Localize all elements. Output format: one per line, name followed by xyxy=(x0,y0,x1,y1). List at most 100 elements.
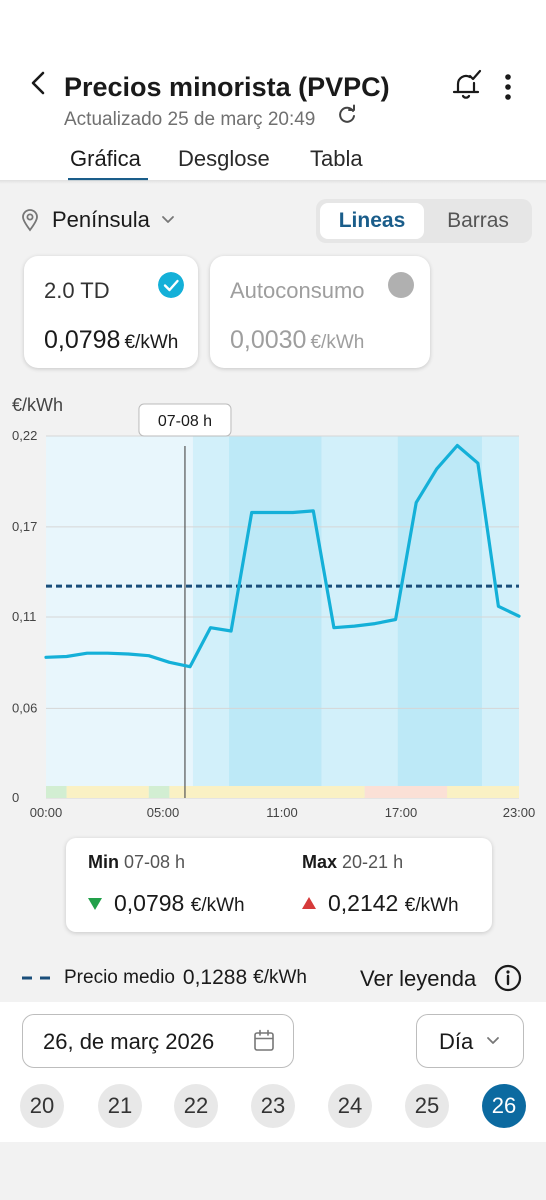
page-title: Precios minorista (PVPC) xyxy=(64,72,390,102)
day-chip[interactable]: 23 xyxy=(251,1084,295,1128)
tariff-price-value: 0,0030 xyxy=(230,326,307,354)
price-point xyxy=(271,511,274,514)
up-triangle-icon xyxy=(302,897,316,909)
price-point xyxy=(456,444,459,447)
dashed-line-icon xyxy=(22,976,52,980)
day-chip[interactable]: 21 xyxy=(98,1084,142,1128)
price-point xyxy=(312,509,315,513)
average-price-row: Precio medio 0,1288 €/kWh xyxy=(22,964,307,992)
bell-check-icon[interactable] xyxy=(450,68,484,102)
price-point xyxy=(517,614,521,618)
price-point xyxy=(414,501,418,504)
checkmark-icon xyxy=(158,272,184,298)
period-strip-segment xyxy=(169,786,365,798)
region-label: Península xyxy=(52,207,150,232)
tab-bar: Gráfica Desglose Tabla xyxy=(0,146,546,181)
period-strip-segment xyxy=(148,786,170,798)
x-tick-label: 23:00 xyxy=(503,805,536,820)
tariff-price: 0,0030 €/kWh xyxy=(230,326,364,355)
tariff-price-unit: €/kWh xyxy=(310,332,365,353)
x-tick-label: 11:00 xyxy=(266,805,298,820)
max-value: 0,2142 €/kWh xyxy=(328,890,459,916)
x-tick-label: 17:00 xyxy=(385,805,418,820)
period-dropdown[interactable]: Día xyxy=(416,1014,524,1068)
chart-type-toggle: Lineas Barras xyxy=(316,199,532,243)
price-point xyxy=(127,652,130,656)
period-strip-segment xyxy=(364,786,448,798)
price-point xyxy=(373,622,377,625)
day-chip[interactable]: 25 xyxy=(405,1084,449,1128)
price-line-chart[interactable]: 0 0,06 0,11 0,17 0,22 00:00 05:00 11:00 17:00 23:… xyxy=(0,384,546,824)
price-point xyxy=(332,626,336,629)
y-tick-label: 0,22 xyxy=(12,428,37,443)
ver-leyenda-link[interactable]: Ver leyenda xyxy=(360,966,477,991)
tab-grafica[interactable]: Gráfica xyxy=(70,146,141,171)
price-point xyxy=(435,467,438,471)
down-triangle-icon xyxy=(88,898,102,910)
more-vert-icon[interactable] xyxy=(496,70,520,104)
price-point xyxy=(168,661,171,664)
toggle-barras[interactable]: Barras xyxy=(447,209,509,232)
period-text: Día xyxy=(439,1029,474,1054)
price-point xyxy=(229,629,233,633)
price-point xyxy=(353,624,356,628)
tariff-price-unit: €/kWh xyxy=(124,332,179,353)
tariff-card-2td[interactable]: 2.0 TD 0,0798 €/kWh xyxy=(24,256,198,368)
tariff-name: 2.0 TD xyxy=(44,278,110,303)
active-tab-indicator xyxy=(68,178,148,181)
location-pin-icon xyxy=(22,209,38,232)
price-point xyxy=(188,665,192,668)
y-tick-label: 0,11 xyxy=(12,609,36,624)
toggle-lineas[interactable]: Lineas xyxy=(320,203,424,239)
unchecked-circle-icon xyxy=(388,272,414,298)
tab-tabla[interactable]: Tabla xyxy=(310,146,363,171)
period-strip-segment xyxy=(46,786,67,798)
price-point xyxy=(85,652,89,655)
header-divider xyxy=(0,180,546,184)
day-chip-selected[interactable]: 26 xyxy=(482,1084,526,1128)
region-selector[interactable]: Península xyxy=(20,204,176,236)
max-hour: 20-21 h xyxy=(342,852,404,872)
min-label: Min 07-08 h xyxy=(88,852,186,872)
min-hour: 07-08 h xyxy=(124,852,186,872)
info-icon[interactable] xyxy=(494,964,522,992)
refresh-icon[interactable] xyxy=(336,104,358,126)
tab-desglose[interactable]: Desglose xyxy=(178,146,270,171)
price-point xyxy=(106,652,109,655)
day-chip[interactable]: 22 xyxy=(174,1084,218,1128)
date-selector-panel: 26, de març 2026 Día 20 21 22 23 24 25 2… xyxy=(0,1002,546,1142)
price-point xyxy=(250,511,253,514)
price-point xyxy=(476,461,480,465)
price-point xyxy=(147,654,151,657)
price-series-line xyxy=(44,443,521,669)
y-tick-label: 0,06 xyxy=(12,700,37,715)
y-tick-label: 0 xyxy=(12,790,19,805)
date-text: 26, de març 2026 xyxy=(43,1029,215,1054)
price-point xyxy=(44,656,48,659)
chevron-down-icon xyxy=(161,216,174,223)
price-point xyxy=(291,511,294,514)
updated-timestamp: Actualizado 25 de març 20:49 xyxy=(64,109,316,130)
day-chip[interactable]: 24 xyxy=(328,1084,372,1128)
average-unit: €/kWh xyxy=(253,967,307,988)
average-label: Precio medio xyxy=(64,967,175,988)
tariff-name: Autoconsumo xyxy=(230,278,365,303)
y-axis-unit: €/kWh xyxy=(12,395,64,415)
hour-tooltip xyxy=(138,403,232,437)
day-chip[interactable]: 20 xyxy=(20,1084,64,1128)
x-tick-label: 05:00 xyxy=(147,805,180,820)
min-value: 0,0798 €/kWh xyxy=(114,890,245,916)
chevron-down-icon xyxy=(487,1037,499,1044)
tariff-price-value: 0,0798 xyxy=(44,326,121,354)
price-point xyxy=(65,655,68,658)
min-max-card: Min 07-08 h 0,0798 €/kWh Max 20-21 h 0,2… xyxy=(66,838,492,932)
price-point xyxy=(497,605,500,608)
y-tick-label: 0,17 xyxy=(12,519,37,534)
back-arrow-icon[interactable] xyxy=(24,68,54,98)
price-point xyxy=(394,618,397,621)
average-value: 0,1288 xyxy=(182,966,248,989)
date-picker-field[interactable]: 26, de març 2026 xyxy=(22,1014,294,1068)
tariff-card-autoconsumo[interactable]: Autoconsumo 0,0030 €/kWh xyxy=(210,256,430,368)
calendar-icon xyxy=(254,1029,274,1051)
app-header: Precios minorista (PVPC) Actualizado 25 … xyxy=(0,0,546,181)
